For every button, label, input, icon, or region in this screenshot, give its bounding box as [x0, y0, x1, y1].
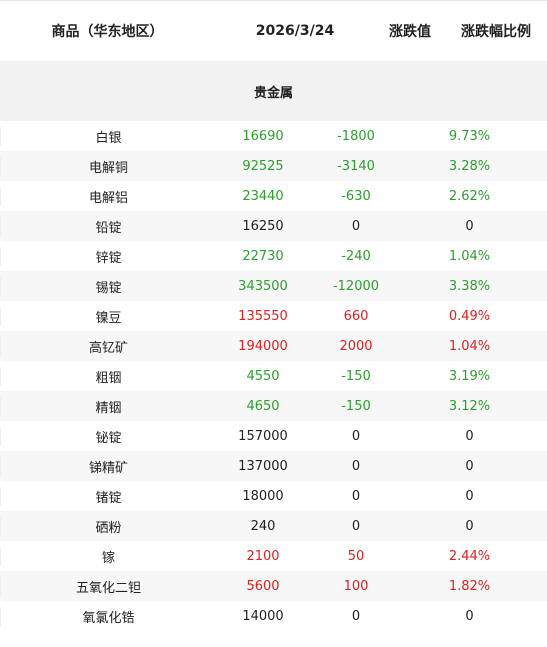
change-value: -3140	[337, 158, 375, 174]
change-value: -240	[341, 248, 371, 264]
price-value: 4650	[246, 398, 280, 414]
commodity-name: 锡锭	[0, 276, 216, 296]
table-row: 镓 2100 50 2.44%	[0, 541, 547, 571]
table-row: 粗铟 4550 -150 3.19%	[0, 361, 547, 391]
price-value: 4550	[246, 368, 280, 384]
commodity-name: 精铟	[0, 396, 216, 416]
percent-value: 0	[465, 428, 474, 444]
percent-value: 1.04%	[448, 338, 491, 354]
section-title: 贵金属	[253, 85, 293, 101]
price-table: 商品（华东地区） 2026/3/24 涨跌值 涨跌幅比例 贵金属 白银 16690…	[0, 0, 547, 631]
price-value: 240	[250, 518, 276, 534]
commodity-name: 铋锭	[0, 426, 216, 446]
change-value: -12000	[332, 278, 380, 294]
percent-value: 3.38%	[448, 278, 491, 294]
percent-value: 0.49%	[448, 308, 491, 324]
table-row: 铅锭 16250 0 0	[0, 211, 547, 241]
commodity-name: 粗铟	[0, 366, 216, 386]
table-row: 硒粉 240 0 0	[0, 511, 547, 541]
change-value: 2000	[339, 338, 373, 354]
price-value: 194000	[238, 338, 288, 354]
change-value: 0	[351, 458, 361, 474]
header-change: 涨跌值	[389, 24, 431, 40]
table-header: 商品（华东地区） 2026/3/24 涨跌值 涨跌幅比例	[0, 0, 547, 61]
percent-value: 2.44%	[448, 548, 491, 564]
percent-value: 9.73%	[448, 128, 491, 144]
header-percent: 涨跌幅比例	[461, 24, 531, 40]
change-value: 0	[351, 218, 361, 234]
commodity-name: 电解铜	[0, 156, 216, 176]
commodity-name: 五氧化二钽	[0, 576, 216, 596]
commodity-name: 镓	[0, 546, 216, 566]
change-value: -150	[341, 398, 371, 414]
price-value: 135550	[238, 308, 288, 324]
price-value: 2100	[246, 548, 280, 564]
change-value: 0	[351, 518, 361, 534]
change-value: -1800	[337, 128, 375, 144]
table-row: 白银 16690 -1800 9.73%	[0, 121, 547, 151]
table-body: 白银 16690 -1800 9.73% 电解铜 92525 -3140 3.28% 电解铝 23…	[0, 121, 547, 631]
header-commodity: 商品（华东地区）	[51, 24, 164, 40]
commodity-name: 锌锭	[0, 246, 216, 266]
price-value: 5600	[246, 578, 280, 594]
price-value: 16250	[242, 218, 284, 234]
commodity-name: 锗锭	[0, 486, 216, 506]
change-value: -150	[341, 368, 371, 384]
change-value: -630	[341, 188, 371, 204]
price-value: 14000	[242, 608, 284, 624]
change-value: 660	[343, 308, 369, 324]
commodity-name: 高钇矿	[0, 336, 216, 356]
commodity-name: 电解铝	[0, 186, 216, 206]
header-date: 2026/3/24	[255, 23, 335, 39]
price-value: 343500	[238, 278, 288, 294]
table-row: 电解铜 92525 -3140 3.28%	[0, 151, 547, 181]
table-row: 锡锭 343500 -12000 3.38%	[0, 271, 547, 301]
table-row: 五氧化二钽 5600 100 1.82%	[0, 571, 547, 601]
percent-value: 2.62%	[448, 188, 491, 204]
table-row: 铋锭 157000 0 0	[0, 421, 547, 451]
percent-value: 0	[465, 518, 474, 534]
change-value: 0	[351, 608, 361, 624]
percent-value: 3.12%	[448, 398, 491, 414]
price-value: 137000	[238, 458, 288, 474]
price-value: 18000	[242, 488, 284, 504]
price-value: 16690	[242, 128, 284, 144]
table-row: 锑精矿 137000 0 0	[0, 451, 547, 481]
percent-value: 0	[465, 458, 474, 474]
price-value: 157000	[238, 428, 288, 444]
commodity-name: 氧氯化锆	[0, 606, 216, 626]
commodity-name: 铅锭	[0, 216, 216, 236]
table-row: 锗锭 18000 0 0	[0, 481, 547, 511]
percent-value: 0	[465, 218, 474, 234]
commodity-name: 锑精矿	[0, 456, 216, 476]
table-row: 高钇矿 194000 2000 1.04%	[0, 331, 547, 361]
commodity-name: 镍豆	[0, 306, 216, 326]
price-value: 23440	[242, 188, 284, 204]
percent-value: 3.19%	[448, 368, 491, 384]
change-value: 0	[351, 488, 361, 504]
change-value: 100	[343, 578, 369, 594]
table-row: 精铟 4650 -150 3.12%	[0, 391, 547, 421]
table-row: 锌锭 22730 -240 1.04%	[0, 241, 547, 271]
percent-value: 0	[465, 488, 474, 504]
table-row: 镍豆 135550 660 0.49%	[0, 301, 547, 331]
price-value: 22730	[242, 248, 284, 264]
percent-value: 1.04%	[448, 248, 491, 264]
price-value: 92525	[242, 158, 284, 174]
change-value: 50	[347, 548, 365, 564]
table-row: 氧氯化锆 14000 0 0	[0, 601, 547, 631]
percent-value: 3.28%	[448, 158, 491, 174]
percent-value: 1.82%	[448, 578, 491, 594]
commodity-name: 白银	[0, 126, 216, 146]
section-precious-metals: 贵金属	[0, 61, 547, 121]
change-value: 0	[351, 428, 361, 444]
percent-value: 0	[465, 608, 474, 624]
table-row: 电解铝 23440 -630 2.62%	[0, 181, 547, 211]
commodity-name: 硒粉	[0, 516, 216, 536]
